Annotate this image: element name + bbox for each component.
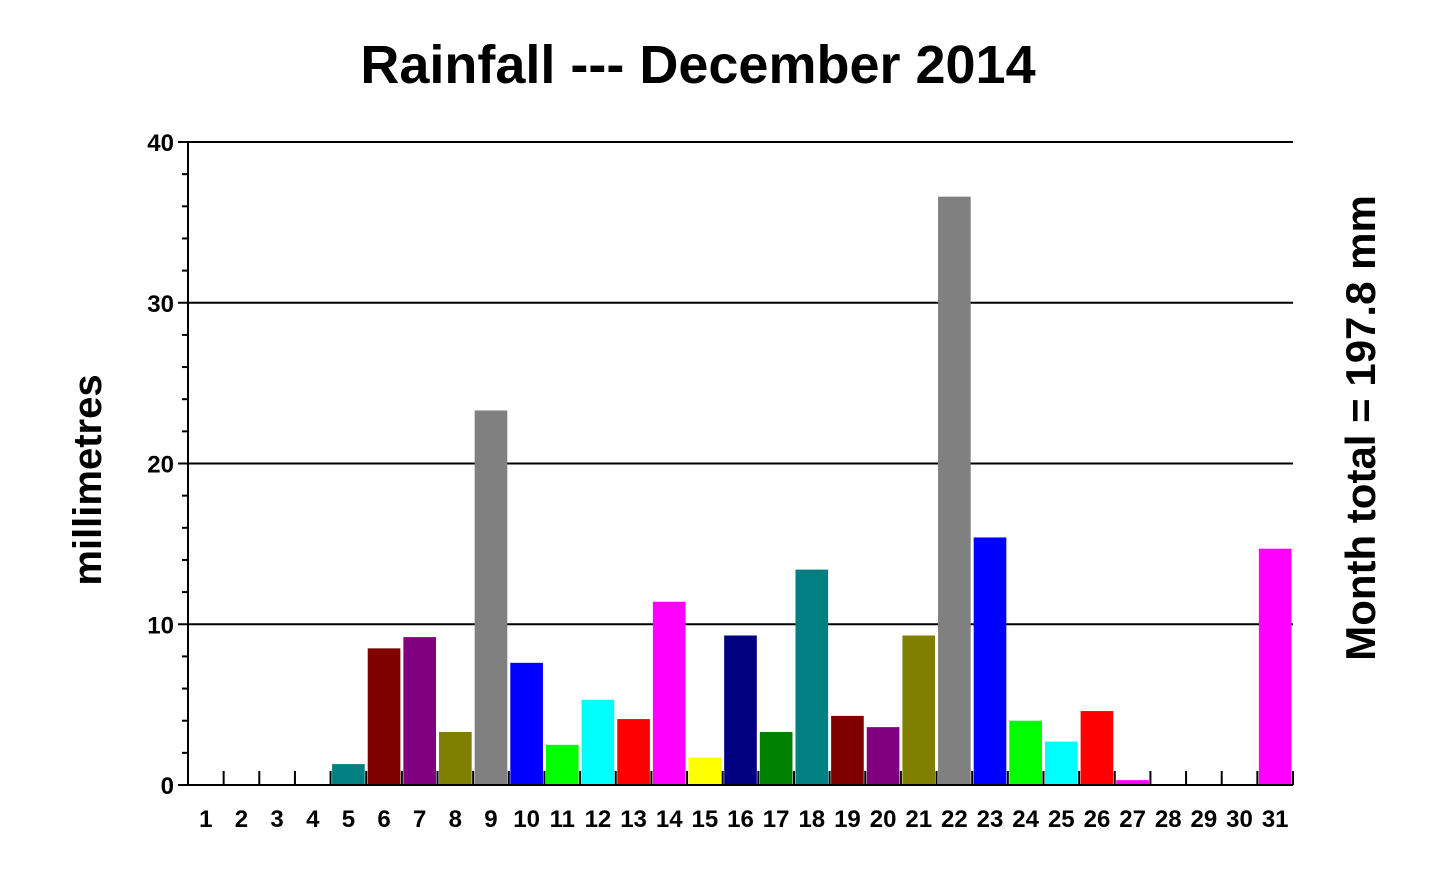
bar <box>724 635 757 785</box>
bar <box>973 537 1007 785</box>
gridlines <box>188 141 1293 626</box>
x-tick-label: 17 <box>763 806 790 833</box>
bar <box>759 731 793 785</box>
x-tick-label: 3 <box>270 806 283 833</box>
bar <box>1116 780 1149 785</box>
x-tick-label: 23 <box>977 806 1004 833</box>
x-tick-label: 22 <box>941 806 968 833</box>
x-tick-label: 10 <box>513 806 540 833</box>
x-tick-label: 31 <box>1262 806 1289 833</box>
axes <box>178 141 1294 786</box>
bar <box>1258 548 1292 785</box>
x-tick-label: 12 <box>585 806 612 833</box>
bar <box>403 637 437 785</box>
x-tick-label: 20 <box>870 806 897 833</box>
y-tick-labels: 0 10 20 30 40 <box>147 130 174 800</box>
bar <box>510 662 543 785</box>
bar <box>688 757 722 785</box>
y-tick-label: 10 <box>147 612 174 639</box>
y-tick-label: 0 <box>161 773 174 800</box>
bar <box>332 764 365 785</box>
bar <box>795 569 829 785</box>
y-tick-label: 30 <box>147 291 174 318</box>
bar <box>938 196 971 785</box>
y-axis-label: millimetres <box>66 374 110 585</box>
bar <box>545 744 579 785</box>
x-tick-label: 2 <box>235 806 248 833</box>
y-tick-label: 40 <box>147 130 174 157</box>
x-tick-label: 14 <box>656 806 683 833</box>
x-tick-label: 5 <box>342 806 355 833</box>
x-tick-label: 13 <box>620 806 647 833</box>
x-tick-label: 18 <box>798 806 825 833</box>
bar <box>866 727 900 785</box>
x-tick-label: 16 <box>727 806 754 833</box>
x-tick-label: 26 <box>1084 806 1111 833</box>
bar <box>902 635 936 785</box>
bar <box>367 648 401 785</box>
x-tick-label: 4 <box>306 806 320 833</box>
bar <box>1044 741 1078 785</box>
x-tick-label: 28 <box>1155 806 1182 833</box>
month-total-label: Month total = 197.8 mm <box>1337 195 1384 661</box>
x-tick-label: 7 <box>413 806 426 833</box>
bar <box>1009 720 1042 785</box>
x-tick-label: 11 <box>550 806 575 833</box>
x-tick-label: 8 <box>449 806 462 833</box>
x-tick-label: 15 <box>692 806 719 833</box>
x-tick-label: 25 <box>1048 806 1075 833</box>
bar <box>617 719 650 785</box>
x-tick-label: 27 <box>1119 806 1146 833</box>
chart-title: Rainfall --- December 2014 <box>360 35 1035 95</box>
bar <box>1080 711 1114 785</box>
x-tick-label: 9 <box>484 806 497 833</box>
bar <box>439 731 472 785</box>
bars <box>332 196 1292 785</box>
bar <box>474 410 508 785</box>
x-tick-label: 24 <box>1012 806 1039 833</box>
bar <box>581 699 615 785</box>
x-tick-label: 6 <box>377 806 390 833</box>
bar <box>831 715 864 785</box>
x-tick-labels: 1 2 3 4 5 6 7 8 9 10 11 12 13 14 15 16 17 18 19 20 21 22 23 24 2… <box>199 806 1288 833</box>
x-tick-label: 19 <box>834 806 861 833</box>
bar <box>652 601 686 785</box>
x-tick-label: 21 <box>905 806 932 833</box>
x-tick-label: 30 <box>1226 806 1253 833</box>
y-tick-label: 20 <box>147 452 174 479</box>
x-tick-label: 1 <box>199 806 212 833</box>
x-tick-label: 29 <box>1191 806 1218 833</box>
